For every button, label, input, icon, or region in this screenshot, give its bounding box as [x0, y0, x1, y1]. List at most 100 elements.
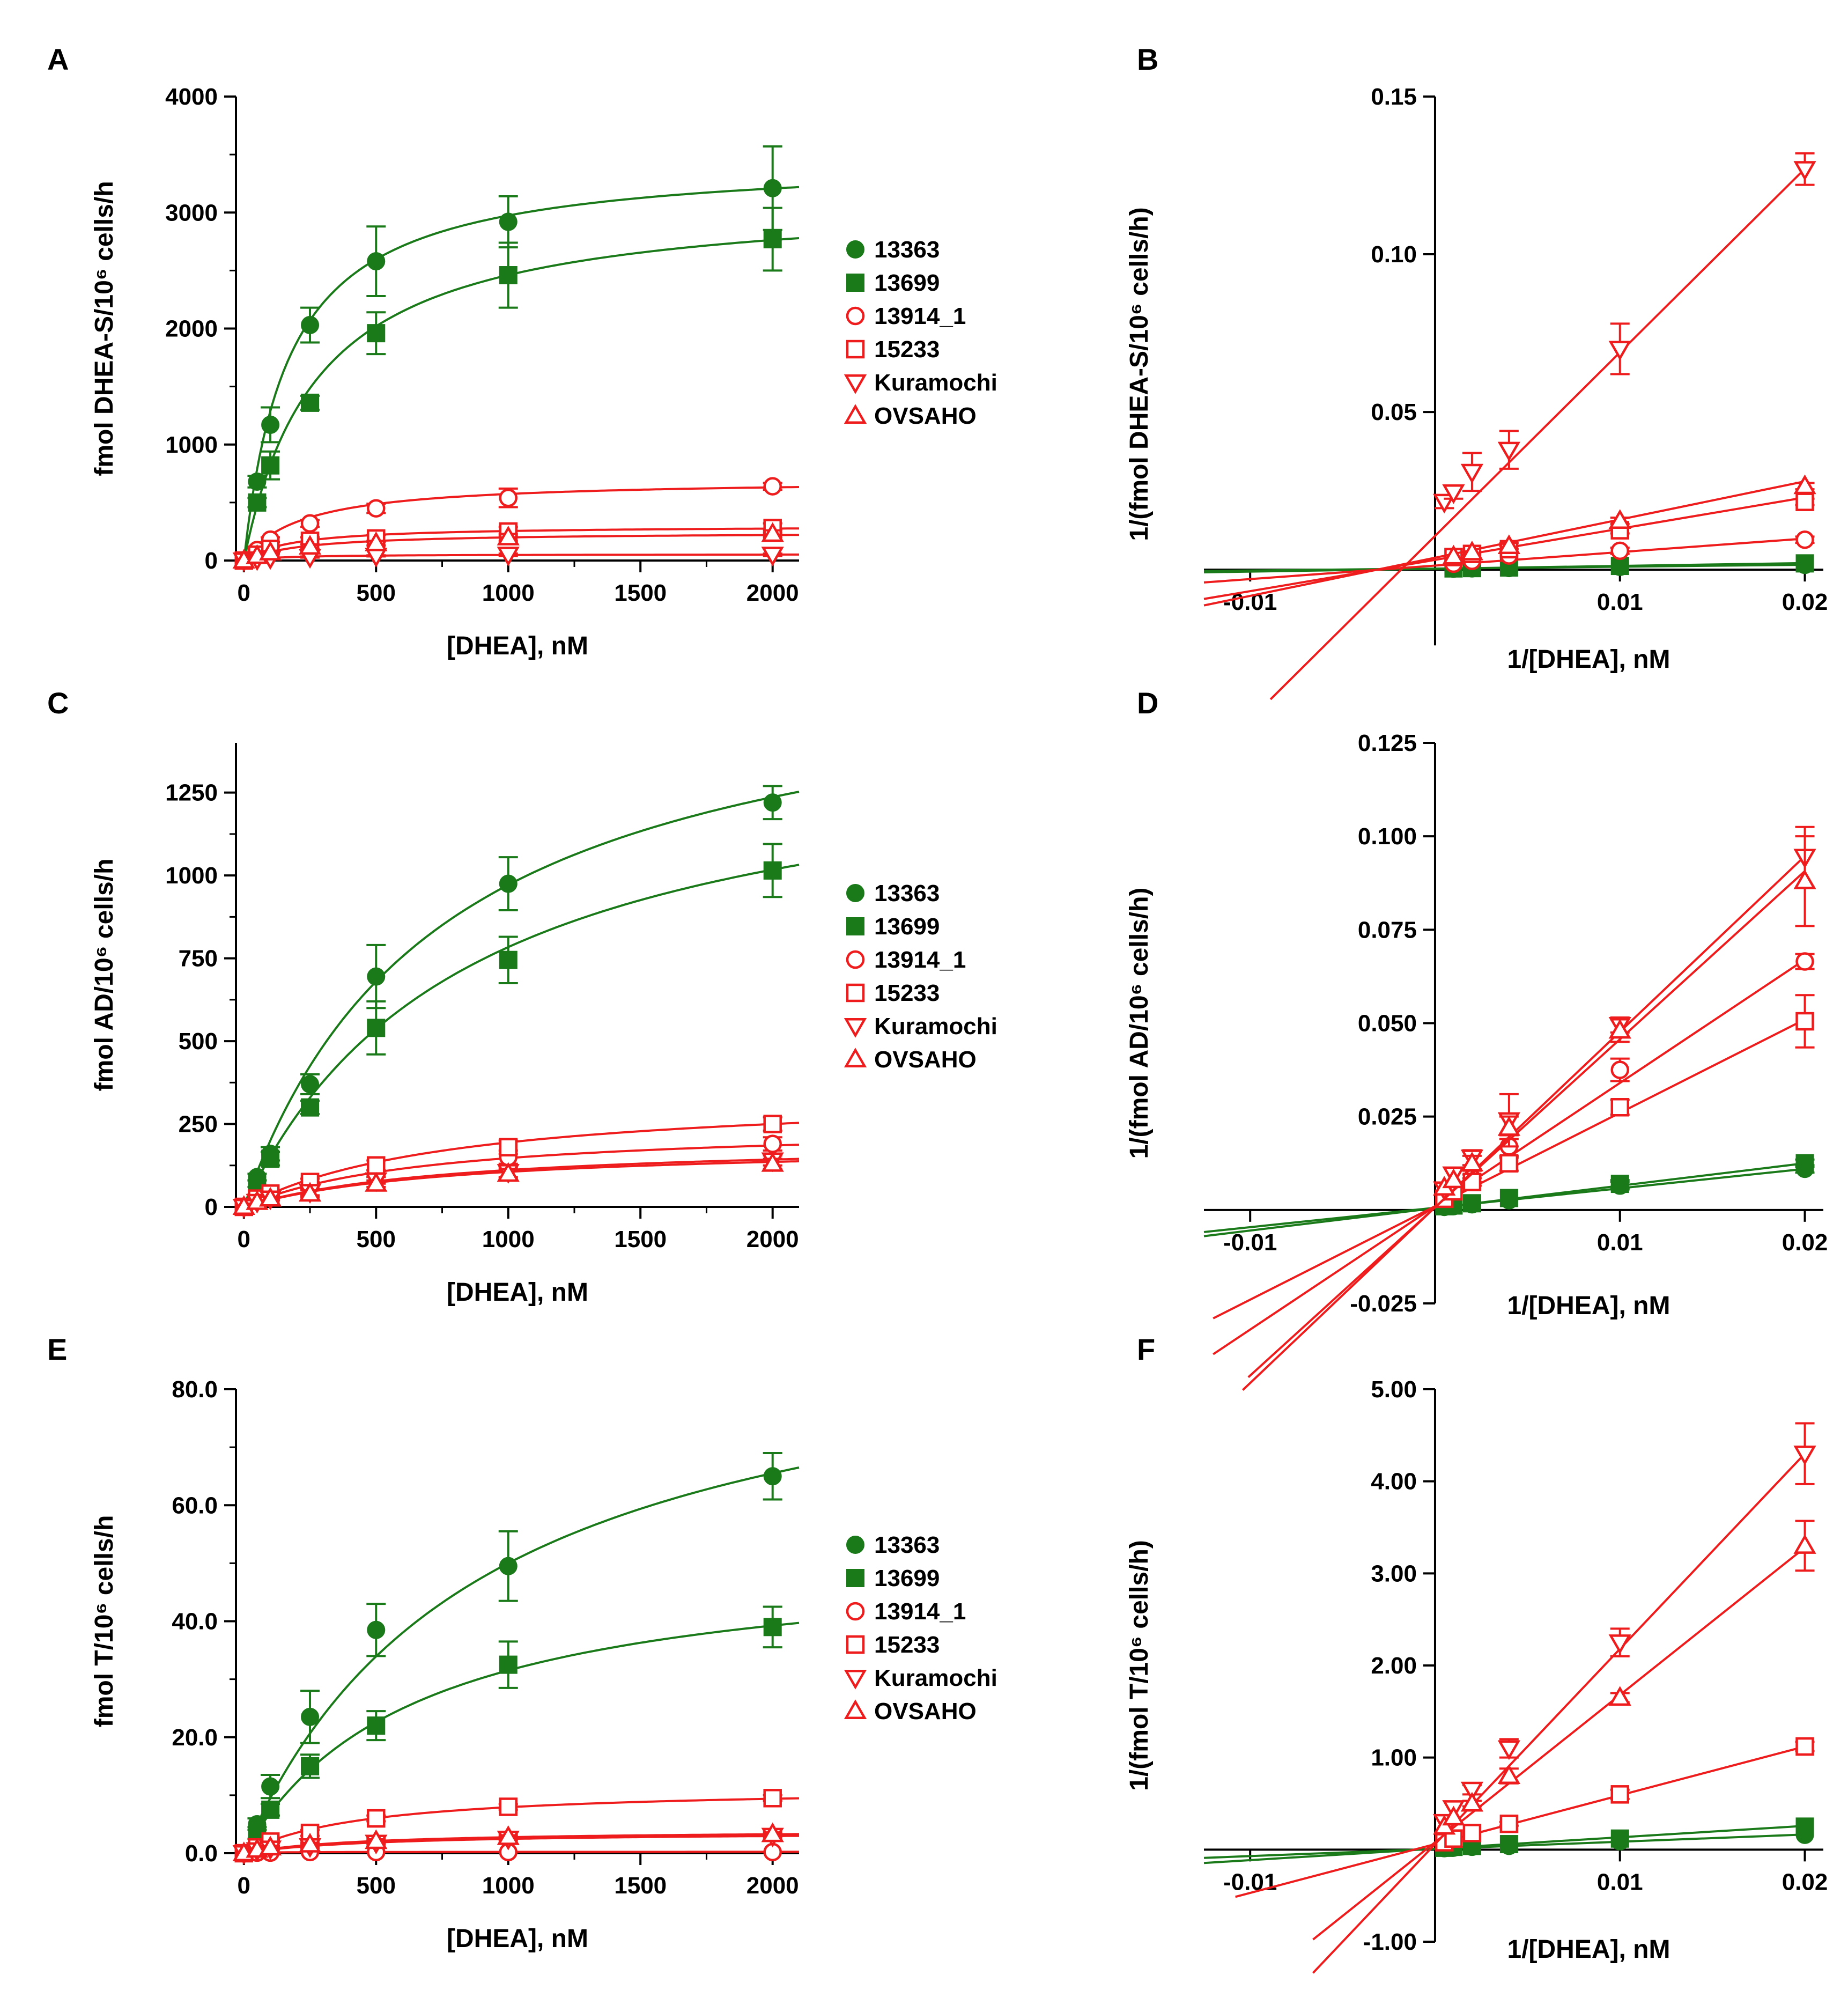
data-point [367, 1809, 386, 1828]
data-point [763, 477, 782, 496]
data-point [1444, 1829, 1463, 1848]
y-tick-label: 0.025 [1358, 1104, 1417, 1130]
x-tick-label: 0.01 [1597, 1229, 1643, 1256]
y-tick-label: 1000 [165, 863, 218, 889]
data-point [1608, 1019, 1631, 1039]
y-axis-label: 1/(fmol T/10⁶ cells/h) [1125, 1540, 1154, 1791]
fit-line [1235, 1745, 1806, 1898]
y-tick-label: 1000 [165, 432, 218, 458]
series-13699 [234, 843, 800, 1216]
data-point [367, 1019, 386, 1037]
data-point [761, 1822, 784, 1842]
fit-curve [243, 1833, 799, 1854]
fit-curve [242, 864, 800, 1207]
y-tick-label: 250 [179, 1111, 218, 1138]
data-point [1460, 1792, 1484, 1812]
data-point [1610, 541, 1629, 561]
x-tick-label: 500 [357, 580, 396, 606]
panel-letter: B [1137, 42, 1158, 76]
data-point [1795, 530, 1814, 549]
y-tick-label: 3000 [165, 200, 218, 226]
x-tick-label: 1000 [482, 1226, 535, 1252]
data-point [367, 967, 386, 986]
data-point [1460, 463, 1484, 484]
data-point [763, 1618, 782, 1637]
fit-line [1269, 168, 1806, 701]
data-point [1442, 1805, 1465, 1826]
y-axis-label: 1/(fmol AD/10⁶ cells/h) [1125, 888, 1154, 1159]
x-axis-label: 1/[DHEA], nM [1507, 645, 1670, 674]
data-point [1442, 1168, 1465, 1189]
y-tick-label: 20.0 [172, 1724, 218, 1751]
data-point [1795, 1154, 1814, 1173]
legend-label: 15233 [874, 336, 940, 363]
data-point [261, 415, 280, 434]
fit-curve [243, 527, 800, 562]
panel-a: A 0 1000 2000 3000 4000 0 500 1000 1500 2000 [DHEA]… [47, 42, 997, 660]
data-point [367, 499, 386, 518]
x-tick-label: 1500 [614, 1226, 667, 1252]
series-ovsaho [232, 1822, 799, 1861]
y-tick-label: 0 [205, 548, 218, 574]
data-point [300, 514, 320, 533]
y-tick-label: 750 [179, 946, 218, 972]
x-tick-label: 2000 [746, 1873, 799, 1899]
data-point [497, 547, 520, 566]
data-point [497, 1162, 520, 1182]
data-point [301, 393, 320, 412]
y-tick-label: 500 [179, 1028, 218, 1055]
fit-curve [243, 1797, 800, 1854]
y-tick-label: -0.025 [1350, 1291, 1417, 1317]
series-ovsaho [1247, 835, 1816, 1379]
x-tick-label: 1000 [482, 1873, 535, 1899]
data-point [499, 1557, 518, 1575]
data-point [499, 1138, 518, 1157]
legend-marker [846, 1602, 865, 1621]
x-tick-label: 0.02 [1782, 1869, 1828, 1895]
legend-label: OVSAHO [874, 1698, 977, 1724]
fit-curve [242, 1466, 800, 1854]
data-point [1795, 952, 1814, 971]
legend-marker [844, 1699, 867, 1719]
legend-label: Kuramochi [874, 370, 997, 396]
data-point [499, 266, 518, 285]
data-point [1610, 1060, 1629, 1079]
data-point [1442, 544, 1465, 565]
data-point [1795, 1012, 1814, 1031]
panel-letter: F [1137, 1332, 1155, 1366]
data-point [499, 1655, 518, 1674]
series-ovsaho [1203, 474, 1816, 607]
data-point [258, 1836, 282, 1856]
data-point [1795, 1737, 1814, 1756]
legend-marker [846, 950, 865, 969]
data-point [763, 793, 782, 812]
fit-curve [242, 186, 800, 561]
fit-curve [243, 1144, 800, 1208]
fit-line [1312, 1546, 1806, 1941]
data-point [1610, 1829, 1629, 1848]
data-point [1610, 1098, 1629, 1117]
legend-label: Kuramochi [874, 1665, 997, 1691]
y-tick-label: 0.050 [1358, 1011, 1417, 1037]
series-ovsaho [232, 1152, 800, 1215]
legend-marker [846, 1569, 864, 1587]
data-point [367, 1716, 386, 1735]
legend-marker [846, 1536, 864, 1554]
data-point [365, 531, 388, 551]
x-tick-label: 0.01 [1597, 589, 1643, 615]
legend-label: 13914_1 [874, 303, 966, 329]
data-point [258, 1186, 282, 1207]
data-point [261, 1777, 280, 1796]
fit-curve [243, 534, 800, 562]
data-point [261, 456, 280, 475]
data-point [367, 252, 386, 271]
legend-marker [846, 917, 864, 935]
data-point [1793, 1534, 1816, 1554]
series-kuramochi [1269, 152, 1816, 701]
fit-line [1247, 870, 1806, 1379]
series-15233 [1213, 994, 1815, 1320]
legend-marker [844, 374, 867, 394]
data-point [499, 874, 518, 893]
panel-letter: E [47, 1332, 67, 1366]
series-ovsaho [1312, 1520, 1816, 1941]
